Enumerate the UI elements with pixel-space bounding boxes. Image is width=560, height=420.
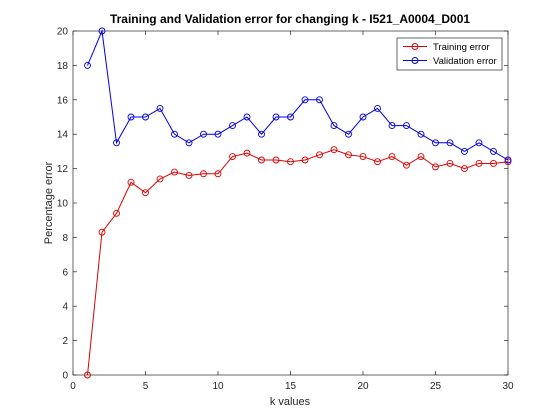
- data-point: [432, 163, 439, 171]
- data-point: [84, 371, 91, 379]
- x-tick-label: 15: [285, 381, 297, 392]
- data-point: [388, 153, 396, 161]
- data-point: [490, 147, 497, 155]
- data-point: [359, 153, 367, 161]
- x-axis-label: k values: [270, 396, 311, 408]
- legend-label-training: Training error: [433, 42, 490, 53]
- y-tick-label: 10: [57, 199, 69, 210]
- data-point: [229, 153, 236, 161]
- plot-area: [72, 30, 509, 376]
- y-tick-label: 20: [57, 27, 69, 38]
- chart-title: Training and Validation error for changi…: [110, 12, 470, 26]
- data-point: [229, 122, 236, 130]
- data-point: [127, 113, 135, 121]
- x-tick-label: 5: [143, 381, 149, 392]
- data-point: [475, 159, 483, 167]
- data-point: [127, 178, 135, 186]
- y-axis: 0 2 4 6 8 10 12 14 16 18 20: [57, 27, 508, 382]
- data-point: [171, 168, 178, 176]
- x-tick-label: 25: [430, 381, 442, 392]
- y-tick-label: 6: [62, 267, 68, 278]
- data-point: [403, 122, 410, 130]
- data-point: [359, 113, 367, 121]
- data-point: [142, 189, 149, 197]
- data-point: [374, 158, 381, 166]
- data-point: [200, 170, 207, 178]
- y-tick-label: 14: [57, 130, 69, 141]
- data-point: [461, 147, 468, 155]
- data-point: [200, 130, 207, 138]
- data-point: [142, 113, 149, 121]
- y-tick-label: 8: [62, 233, 68, 244]
- data-point: [301, 156, 309, 164]
- x-tick-label: 0: [70, 381, 76, 392]
- data-point: [461, 165, 468, 173]
- series-validation: [84, 27, 512, 164]
- data-point: [330, 122, 338, 130]
- series-training: [84, 146, 512, 379]
- data-point: [113, 139, 120, 147]
- y-tick-label: 0: [62, 371, 68, 382]
- data-point: [301, 96, 309, 104]
- data-point: [258, 156, 265, 164]
- series-layer: [84, 27, 512, 379]
- y-tick-label: 18: [57, 61, 69, 72]
- data-point: [345, 151, 352, 159]
- data-point: [287, 113, 294, 121]
- y-tick-label: 12: [57, 164, 69, 175]
- data-point: [258, 130, 265, 138]
- data-point: [98, 228, 106, 236]
- x-axis: 0 5 10 15 20 25 30: [70, 31, 514, 392]
- data-point: [272, 156, 280, 164]
- data-point: [156, 175, 164, 183]
- data-point: [330, 146, 338, 154]
- data-point: [504, 158, 512, 166]
- data-point: [185, 172, 193, 179]
- data-point: [84, 61, 91, 69]
- data-point: [214, 170, 222, 178]
- data-point: [185, 139, 193, 147]
- data-point: [403, 161, 410, 169]
- data-point: [490, 159, 497, 167]
- x-tick-label: 30: [502, 381, 514, 392]
- y-tick-label: 16: [57, 95, 69, 106]
- data-point: [214, 130, 222, 138]
- x-tick-label: 20: [357, 381, 369, 392]
- data-point: [388, 122, 396, 130]
- data-point: [113, 209, 120, 217]
- data-point: [446, 139, 454, 147]
- legend-marker-validation: [411, 57, 419, 64]
- data-point: [287, 158, 294, 166]
- data-point: [446, 159, 454, 167]
- legend: Training error Validation error: [396, 37, 503, 71]
- legend-label-validation: Validation error: [433, 56, 497, 67]
- data-point: [417, 130, 425, 138]
- data-point: [171, 130, 178, 138]
- data-point: [156, 104, 164, 112]
- y-axis-label: Percentage error: [43, 161, 55, 244]
- y-tick-label: 4: [62, 302, 68, 313]
- data-point: [243, 113, 251, 121]
- data-point: [417, 153, 425, 161]
- data-point: [316, 151, 323, 159]
- data-point: [504, 156, 512, 164]
- data-point: [432, 139, 439, 147]
- data-point: [272, 113, 280, 121]
- data-point: [345, 130, 352, 138]
- data-point: [243, 149, 251, 157]
- data-point: [316, 96, 323, 104]
- y-tick-label: 2: [62, 336, 68, 347]
- data-point: [374, 104, 381, 112]
- legend-marker-training: [411, 43, 419, 50]
- x-tick-label: 10: [212, 381, 224, 392]
- data-point: [98, 27, 106, 35]
- data-point: [475, 139, 483, 147]
